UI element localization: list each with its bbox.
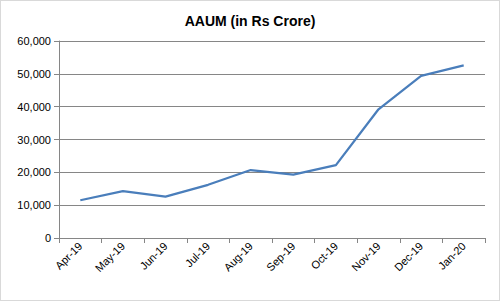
svg-text:Dec-19: Dec-19	[392, 240, 426, 274]
svg-text:20,000: 20,000	[17, 166, 51, 178]
svg-text:Oct-19: Oct-19	[308, 240, 340, 272]
svg-text:10,000: 10,000	[17, 199, 51, 211]
svg-text:0: 0	[45, 232, 51, 244]
svg-text:AAUM (in Rs Crore): AAUM (in Rs Crore)	[185, 13, 316, 29]
svg-text:May-19: May-19	[93, 240, 127, 274]
svg-text:40,000: 40,000	[17, 101, 51, 113]
svg-text:Sep-19: Sep-19	[264, 240, 298, 274]
svg-text:Nov-19: Nov-19	[349, 240, 383, 274]
svg-text:30,000: 30,000	[17, 134, 51, 146]
svg-text:Jan-20: Jan-20	[436, 240, 468, 272]
svg-text:Aug-19: Aug-19	[221, 240, 255, 274]
svg-text:50,000: 50,000	[17, 68, 51, 80]
svg-text:Apr-19: Apr-19	[53, 240, 85, 272]
svg-text:Jun-19: Jun-19	[138, 240, 170, 272]
svg-text:60,000: 60,000	[17, 35, 51, 47]
svg-text:Jul-19: Jul-19	[183, 240, 213, 270]
